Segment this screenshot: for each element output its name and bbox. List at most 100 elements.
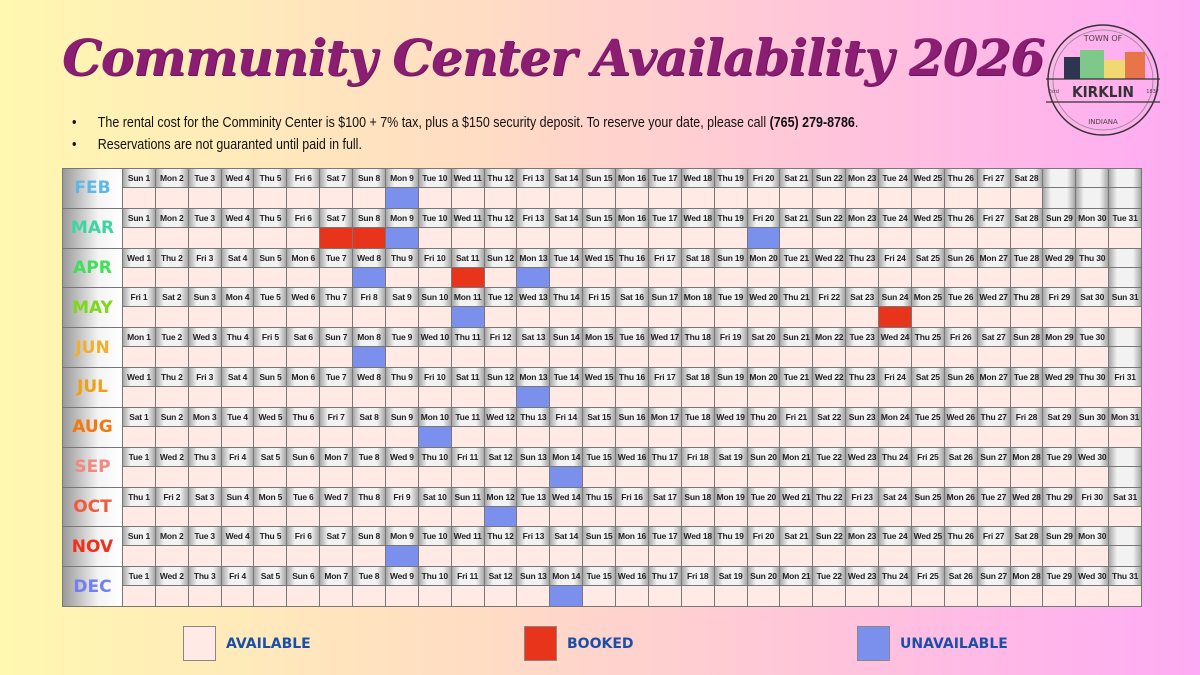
day-cell-available[interactable] xyxy=(714,466,747,487)
day-cell-available[interactable] xyxy=(287,188,320,208)
day-cell-available[interactable] xyxy=(846,347,879,368)
day-cell-available[interactable] xyxy=(1043,227,1076,248)
day-cell-available[interactable] xyxy=(911,307,944,328)
day-cell-available[interactable] xyxy=(1043,426,1076,447)
day-cell-unavailable[interactable] xyxy=(353,267,385,288)
day-cell-available[interactable] xyxy=(879,227,911,248)
day-cell-available[interactable] xyxy=(123,586,155,606)
day-cell-available[interactable] xyxy=(977,188,1010,208)
day-cell-available[interactable] xyxy=(188,426,221,447)
day-cell-available[interactable] xyxy=(221,466,254,487)
day-cell-available[interactable] xyxy=(155,546,188,567)
day-cell-available[interactable] xyxy=(155,426,188,447)
day-cell-available[interactable] xyxy=(879,426,911,447)
day-cell-available[interactable] xyxy=(780,307,813,328)
day-cell-available[interactable] xyxy=(155,387,188,407)
day-cell-available[interactable] xyxy=(254,466,287,487)
day-cell-available[interactable] xyxy=(320,586,353,606)
day-cell-available[interactable] xyxy=(616,586,648,606)
day-cell-available[interactable] xyxy=(353,188,385,208)
day-cell-available[interactable] xyxy=(714,426,747,447)
day-cell-available[interactable] xyxy=(385,267,418,288)
day-cell-available[interactable] xyxy=(1010,387,1043,407)
day-cell-available[interactable] xyxy=(944,586,977,606)
day-cell-available[interactable] xyxy=(648,546,681,567)
day-cell-available[interactable] xyxy=(911,426,944,447)
day-cell-booked[interactable] xyxy=(451,267,484,288)
day-cell-available[interactable] xyxy=(1109,426,1141,447)
day-cell-available[interactable] xyxy=(813,307,846,328)
day-cell-available[interactable] xyxy=(714,546,747,567)
day-cell-available[interactable] xyxy=(681,387,714,407)
day-cell-available[interactable] xyxy=(1076,347,1109,368)
day-cell-available[interactable] xyxy=(681,426,714,447)
day-cell-unavailable[interactable] xyxy=(517,387,550,407)
day-cell-available[interactable] xyxy=(353,307,385,328)
day-cell-available[interactable] xyxy=(517,347,550,368)
day-cell-available[interactable] xyxy=(1109,506,1141,527)
day-cell-available[interactable] xyxy=(616,387,648,407)
day-cell-available[interactable] xyxy=(813,546,846,567)
day-cell-available[interactable] xyxy=(846,466,879,487)
day-cell-available[interactable] xyxy=(911,546,944,567)
day-cell-available[interactable] xyxy=(254,267,287,288)
day-cell-available[interactable] xyxy=(616,227,648,248)
day-cell-available[interactable] xyxy=(747,506,780,527)
day-cell-available[interactable] xyxy=(1076,307,1109,328)
day-cell-available[interactable] xyxy=(385,307,418,328)
day-cell-available[interactable] xyxy=(1043,546,1076,567)
day-cell-available[interactable] xyxy=(451,387,484,407)
day-cell-available[interactable] xyxy=(1010,586,1043,606)
day-cell-available[interactable] xyxy=(188,466,221,487)
day-cell-available[interactable] xyxy=(188,506,221,527)
day-cell-available[interactable] xyxy=(550,267,583,288)
day-cell-available[interactable] xyxy=(583,347,616,368)
day-cell-available[interactable] xyxy=(155,506,188,527)
day-cell-unavailable[interactable] xyxy=(484,506,517,527)
day-cell-available[interactable] xyxy=(254,586,287,606)
day-cell-available[interactable] xyxy=(911,387,944,407)
day-cell-available[interactable] xyxy=(1010,426,1043,447)
day-cell-available[interactable] xyxy=(385,426,418,447)
day-cell-available[interactable] xyxy=(846,387,879,407)
day-cell-available[interactable] xyxy=(484,466,517,487)
day-cell-available[interactable] xyxy=(353,506,385,527)
day-cell-available[interactable] xyxy=(155,466,188,487)
day-cell-available[interactable] xyxy=(287,466,320,487)
day-cell-available[interactable] xyxy=(780,466,813,487)
day-cell-available[interactable] xyxy=(418,227,451,248)
day-cell-available[interactable] xyxy=(484,188,517,208)
day-cell-available[interactable] xyxy=(944,506,977,527)
day-cell-available[interactable] xyxy=(155,227,188,248)
day-cell-available[interactable] xyxy=(418,506,451,527)
day-cell-available[interactable] xyxy=(944,227,977,248)
day-cell-available[interactable] xyxy=(484,307,517,328)
day-cell-unavailable[interactable] xyxy=(550,586,583,606)
day-cell-available[interactable] xyxy=(1076,586,1109,606)
day-cell-available[interactable] xyxy=(846,188,879,208)
day-cell-available[interactable] xyxy=(254,506,287,527)
day-cell-available[interactable] xyxy=(254,546,287,567)
day-cell-available[interactable] xyxy=(911,466,944,487)
day-cell-available[interactable] xyxy=(320,506,353,527)
day-cell-available[interactable] xyxy=(813,586,846,606)
day-cell-available[interactable] xyxy=(911,347,944,368)
day-cell-available[interactable] xyxy=(879,347,911,368)
day-cell-available[interactable] xyxy=(517,426,550,447)
day-cell-available[interactable] xyxy=(681,586,714,606)
day-cell-available[interactable] xyxy=(944,347,977,368)
day-cell-available[interactable] xyxy=(648,506,681,527)
day-cell-available[interactable] xyxy=(385,387,418,407)
day-cell-available[interactable] xyxy=(944,387,977,407)
day-cell-unavailable[interactable] xyxy=(451,307,484,328)
day-cell-available[interactable] xyxy=(418,307,451,328)
day-cell-available[interactable] xyxy=(1043,307,1076,328)
day-cell-available[interactable] xyxy=(583,466,616,487)
day-cell-available[interactable] xyxy=(648,586,681,606)
day-cell-available[interactable] xyxy=(813,506,846,527)
day-cell-available[interactable] xyxy=(681,466,714,487)
day-cell-booked[interactable] xyxy=(320,227,353,248)
day-cell-available[interactable] xyxy=(385,466,418,487)
day-cell-available[interactable] xyxy=(353,426,385,447)
day-cell-available[interactable] xyxy=(780,267,813,288)
